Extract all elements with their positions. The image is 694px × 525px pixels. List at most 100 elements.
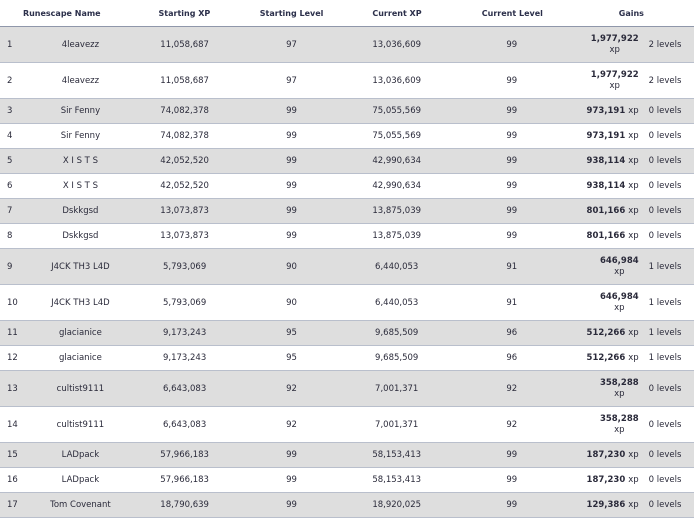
header-current-xp[interactable]: Current XP [372,8,422,18]
starting-level: 92 [286,419,297,430]
gain-xp: 1,977,922 xp [568,34,643,56]
gain-xp: 512,266 xp [568,353,643,364]
gain-xp-unit: xp [628,155,639,166]
gain-xp-amount: 646,984 [599,255,639,266]
current-level: 91 [506,297,518,308]
gain-xp-unit: xp [628,205,639,216]
gain-levels: 0 levels [648,181,682,191]
rank-number: 8 [7,231,13,241]
runescape-name: X I S T S [62,156,98,166]
gain-levels: 0 levels [648,383,682,394]
runescape-name: LADpack [61,475,100,485]
gain-xp-amount: 358,288 [599,377,639,388]
gain-xp-unit: xp [628,327,639,338]
table-row: 15 LADpack 57,966,183 99 58,153,413 99 187,230… [0,443,694,468]
gain-xp-value: 1,977,922 xp [591,70,639,92]
gain-xp-value: 358,288 xp [600,378,639,400]
current-xp: 7,001,371 [375,383,419,394]
table-row: 14 cultist9111 6,643,083 92 7,001,371 92 358,2… [0,407,694,443]
gain-xp-unit: xp [628,449,639,460]
header-starting-xp[interactable]: Starting XP [158,8,211,18]
table-header: Runescape Name Starting XP Starting Leve… [0,0,694,27]
gain-levels: 0 levels [648,231,682,241]
gain-xp-amount: 1,977,922 [590,69,639,80]
starting-level: 99 [286,156,297,166]
runescape-name: Sir Fenny [60,106,101,116]
runescape-name: glacianice [58,328,102,338]
rank-number: 9 [7,261,13,272]
current-level: 91 [506,261,518,272]
starting-xp: 11,058,687 [160,39,209,50]
gain-xp-amount: 646,984 [599,291,639,302]
gain-levels: 1 levels [648,297,682,308]
gain-xp-amount: 512,266 [586,352,626,363]
starting-level: 95 [286,353,297,363]
current-xp: 13,036,609 [372,39,422,50]
current-xp: 75,055,569 [372,131,422,141]
runescape-name: X I S T S [62,181,98,191]
current-xp: 58,153,413 [372,475,422,485]
rank-number: 11 [7,328,18,338]
gain-xp: 129,386 xp [568,500,643,511]
gain-xp-value: 646,984 xp [600,292,639,314]
starting-xp: 13,073,873 [160,206,209,216]
gain-levels: 0 levels [648,500,682,510]
table-row: 1 4leavezz 11,058,687 97 13,036,609 99 1,977,9… [0,27,694,63]
header-gains[interactable]: Gains [618,8,644,18]
current-level: 99 [506,75,518,86]
gain-xp-unit: xp [628,352,639,363]
starting-xp: 9,173,243 [162,353,207,363]
starting-xp: 42,052,520 [160,156,209,166]
current-level: 99 [506,156,518,166]
runescape-name: LADpack [61,450,100,460]
header-starting-level[interactable]: Starting Level [259,8,324,18]
gain-xp-value: 973,191 xp [587,131,639,142]
gain-xp-amount: 938,114 [586,180,626,191]
current-level: 99 [506,231,518,241]
gain-xp: 973,191 xp [568,106,643,117]
gain-xp-value: 1,977,922 xp [591,34,639,56]
current-level: 99 [506,39,518,50]
gain-xp-value: 129,386 xp [587,500,639,511]
starting-xp: 11,058,687 [160,75,209,86]
table-row: 6 X I S T S 42,052,520 99 42,990,634 99 938,11… [0,174,694,199]
starting-xp: 5,793,069 [162,297,207,308]
gain-xp-amount: 187,230 [586,449,626,460]
starting-xp: 6,643,083 [162,383,207,394]
table-row: 4 Sir Fenny 74,082,378 99 75,055,569 99 973,19… [0,124,694,149]
gain-xp-amount: 973,191 [586,130,626,141]
gain-xp: 973,191 xp [568,131,643,142]
table-row: 8 Dskkgsd 13,073,873 99 13,875,039 99 801,166 … [0,224,694,249]
gain-xp-amount: 358,288 [599,413,639,424]
gain-xp-value: 646,984 xp [600,256,639,278]
starting-xp: 5,793,069 [162,261,207,272]
starting-level: 99 [286,206,297,216]
rank-number: 13 [7,383,18,394]
gain-xp-unit: xp [609,80,620,91]
gain-xp: 646,984 xp [568,256,643,278]
current-xp: 13,036,609 [372,75,422,86]
gain-xp: 801,166 xp [568,231,643,242]
current-xp: 7,001,371 [375,419,419,430]
gain-xp-unit: xp [628,180,639,191]
gain-xp: 801,166 xp [568,206,643,217]
gain-levels: 2 levels [648,75,682,86]
gain-levels: 0 levels [648,131,682,141]
rank-number: 10 [7,297,18,308]
runescape-name: Dskkgsd [62,231,99,241]
gain-xp-value: 512,266 xp [587,353,639,364]
header-current-level[interactable]: Current Level [481,8,543,18]
starting-level: 92 [286,383,297,394]
starting-level: 90 [286,261,297,272]
gain-levels: 0 levels [648,106,682,116]
current-xp: 13,875,039 [372,231,422,241]
starting-level: 97 [286,39,297,50]
header-runescape-name[interactable]: Runescape Name [22,8,101,18]
runescape-name: J4CK TH3 L4D [51,261,110,272]
gain-levels: 0 levels [648,206,682,216]
gain-levels: 1 levels [648,328,682,338]
starting-xp: 9,173,243 [162,328,207,338]
starting-xp: 42,052,520 [160,181,209,191]
current-level: 99 [506,500,518,510]
current-xp: 9,685,509 [375,353,419,363]
